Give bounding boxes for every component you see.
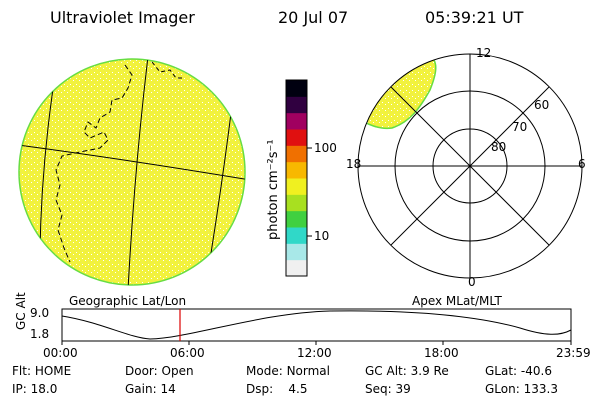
x-tick-1800: 18:00 bbox=[424, 346, 459, 360]
colorbar-segment bbox=[286, 161, 307, 179]
status-glat: GLat: -40.6 bbox=[485, 364, 552, 378]
altitude-curve bbox=[61, 310, 572, 340]
lat-label-80: 80 bbox=[491, 140, 507, 154]
colorbar-segment bbox=[286, 178, 307, 195]
colorbar-segment bbox=[286, 129, 307, 146]
colorbar-segment bbox=[286, 259, 307, 277]
polar-ring-70 bbox=[394, 90, 546, 242]
polar-panel-label: Apex MLat/MLT bbox=[412, 294, 502, 308]
x-ticks bbox=[61, 341, 572, 345]
status-gain: Gain: 14 bbox=[125, 382, 176, 396]
status-mode: Mode: Normal bbox=[246, 364, 330, 378]
geo-meridian bbox=[127, 59, 151, 285]
status-ip: IP: 18.0 bbox=[12, 382, 58, 396]
coastline bbox=[55, 64, 133, 263]
geo-meridian bbox=[204, 59, 239, 285]
altitude-y-tick-min: 1.8 bbox=[30, 327, 50, 341]
lat-label-70: 70 bbox=[512, 120, 528, 134]
status-flight: Flt: HOME bbox=[12, 364, 72, 378]
app-title: Ultraviolet Imager bbox=[50, 8, 195, 27]
colorbar-segment bbox=[286, 210, 307, 228]
colorbar-segment bbox=[286, 243, 307, 261]
colorbar-segment bbox=[286, 227, 307, 244]
geo-meridian bbox=[39, 59, 61, 285]
x-tick-1200: 12:00 bbox=[297, 346, 332, 360]
auroral-oval bbox=[358, 54, 437, 130]
x-tick-2359: 23:59 bbox=[556, 346, 591, 360]
altitude-y-label: GC Alt bbox=[14, 292, 28, 330]
colorbar-tick-label-10: 10 bbox=[314, 229, 330, 243]
colorbar-segment bbox=[286, 96, 307, 114]
status-glon: GLon: 133.3 bbox=[485, 382, 558, 396]
coastline bbox=[151, 61, 184, 79]
colorbar-segment bbox=[286, 80, 307, 97]
mlt-label-0: 0 bbox=[468, 275, 476, 289]
polar-diagonal bbox=[390, 86, 550, 246]
status-dsp: Dsp: 4.5 bbox=[246, 382, 308, 396]
x-tick-0000: 00:00 bbox=[43, 346, 78, 360]
colorbar-unit-label: photon cm⁻²s⁻¹ bbox=[266, 139, 281, 240]
geo-panel-label: Geographic Lat/Lon bbox=[69, 294, 187, 308]
geo-parallel bbox=[19, 144, 245, 181]
lat-label-60: 60 bbox=[534, 98, 550, 112]
colorbar-tick-label-100: 100 bbox=[314, 141, 337, 155]
geo-disk bbox=[18, 58, 246, 286]
mlt-label-6: 6 bbox=[578, 157, 586, 171]
mlt-label-18: 18 bbox=[346, 157, 362, 171]
colorbar-segment bbox=[286, 194, 307, 212]
polar-diagonal bbox=[390, 86, 550, 246]
status-door: Door: Open bbox=[125, 364, 194, 378]
header-time: 05:39:21 UT bbox=[425, 8, 524, 27]
status-gc-alt: GC Alt: 3.9 Re bbox=[365, 364, 449, 378]
polar-outer-ring bbox=[357, 53, 583, 279]
altitude-y-tick-max: 9.0 bbox=[30, 306, 50, 320]
colorbar-segment bbox=[286, 112, 307, 130]
colorbar-segment bbox=[286, 145, 307, 163]
status-seq: Seq: 39 bbox=[365, 382, 411, 396]
mlt-label-12: 12 bbox=[476, 46, 492, 60]
x-tick-0600: 06:00 bbox=[170, 346, 205, 360]
header-date: 20 Jul 07 bbox=[278, 8, 349, 27]
